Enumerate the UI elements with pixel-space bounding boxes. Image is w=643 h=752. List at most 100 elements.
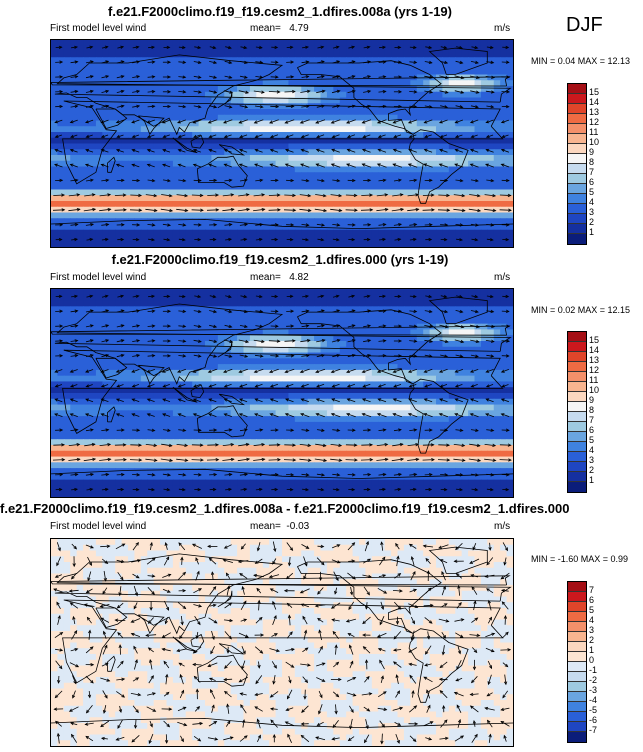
- panel-1-mean-label: mean=: [250, 23, 281, 34]
- colorbar-swatch: [568, 622, 586, 632]
- panel-3-title: f.e21.F2000climo.f19_f19.cesm2_1.dfires.…: [0, 501, 570, 516]
- colorbar-tick-label: 3: [589, 455, 595, 465]
- colorbar-swatch: [568, 662, 586, 672]
- panel-2-map: [50, 288, 514, 498]
- colorbar-tick-label: 10: [589, 137, 600, 147]
- panel-3-units: m/s: [494, 521, 511, 532]
- colorbar-swatch: [568, 712, 586, 722]
- colorbar-swatch: [568, 652, 586, 662]
- colorbar-tick-label: 6: [589, 595, 595, 605]
- colorbar-swatch: [568, 194, 586, 204]
- colorbar-swatch: [568, 362, 586, 372]
- colorbar-swatch: [568, 482, 586, 492]
- colorbar-swatch: [568, 692, 586, 702]
- colorbar-tick-label: -7: [589, 725, 598, 735]
- colorbar-swatch: [568, 84, 586, 94]
- colorbar-tick-label: 2: [589, 635, 595, 645]
- panel-2-units: m/s: [494, 272, 511, 283]
- colorbar-swatch: [568, 442, 586, 452]
- panel-2-colorbar: [567, 331, 587, 493]
- panel-2-minmax: MIN = 0.02 MAX = 12.15: [531, 305, 631, 315]
- colorbar-tick-label: 10: [589, 385, 600, 395]
- panel-3-variable: First model level wind: [50, 521, 147, 532]
- colorbar-swatch: [568, 452, 586, 462]
- colorbar-swatch: [568, 154, 586, 164]
- colorbar-swatch: [568, 682, 586, 692]
- colorbar-tick-label: 15: [589, 87, 600, 97]
- colorbar-tick-label: 13: [589, 355, 600, 365]
- colorbar-tick-label: -6: [589, 715, 598, 725]
- colorbar-swatch: [568, 642, 586, 652]
- panel-1-variable: First model level wind: [50, 23, 147, 34]
- colorbar-swatch: [568, 184, 586, 194]
- colorbar-tick-label: 13: [589, 107, 600, 117]
- colorbar-swatch: [568, 214, 586, 224]
- panel-1-map: [50, 39, 514, 248]
- colorbar-swatch: [568, 432, 586, 442]
- colorbar-tick-label: 5: [589, 605, 595, 615]
- colorbar-tick-label: 14: [589, 97, 600, 107]
- colorbar-swatch: [568, 204, 586, 214]
- colorbar-tick-label: 2: [589, 217, 595, 227]
- panel-3-map: [50, 538, 514, 747]
- panel-1-title: f.e21.F2000climo.f19_f19.cesm2_1.dfires.…: [108, 4, 452, 19]
- colorbar-tick-label: 6: [589, 425, 595, 435]
- colorbar-tick-label: 9: [589, 395, 595, 405]
- panel-3-colorbar: [567, 581, 587, 743]
- colorbar-swatch: [568, 602, 586, 612]
- panel-2-title: f.e21.F2000climo.f19_f19.cesm2_1.dfires.…: [111, 252, 449, 267]
- colorbar-swatch: [568, 224, 586, 234]
- colorbar-tick-label: -2: [589, 675, 598, 685]
- colorbar-swatch: [568, 422, 586, 432]
- colorbar-swatch: [568, 124, 586, 134]
- panel-1-units: m/s: [494, 23, 511, 34]
- colorbar-tick-label: 7: [589, 585, 595, 595]
- colorbar-tick-label: -1: [589, 665, 598, 675]
- colorbar-swatch: [568, 582, 586, 592]
- panel-2-mean-value: 4.82: [289, 272, 309, 283]
- colorbar-swatch: [568, 472, 586, 482]
- colorbar-tick-label: 8: [589, 157, 595, 167]
- colorbar-swatch: [568, 702, 586, 712]
- colorbar-tick-label: 8: [589, 405, 595, 415]
- panel-1-colorbar: [567, 83, 587, 245]
- colorbar-swatch: [568, 94, 586, 104]
- colorbar-swatch: [568, 144, 586, 154]
- colorbar-swatch: [568, 352, 586, 362]
- colorbar-swatch: [568, 632, 586, 642]
- colorbar-tick-label: 5: [589, 435, 595, 445]
- colorbar-tick-label: 6: [589, 177, 595, 187]
- colorbar-tick-label: 7: [589, 167, 595, 177]
- colorbar-tick-label: 0: [589, 655, 595, 665]
- panel-2-variable: First model level wind: [50, 272, 147, 283]
- colorbar-swatch: [568, 332, 586, 342]
- colorbar-swatch: [568, 134, 586, 144]
- colorbar-tick-label: -5: [589, 705, 598, 715]
- colorbar-swatch: [568, 174, 586, 184]
- panel-1-mean-value: 4.79: [289, 23, 309, 34]
- colorbar-tick-label: 12: [589, 117, 600, 127]
- colorbar-swatch: [568, 234, 586, 244]
- colorbar-tick-label: 5: [589, 187, 595, 197]
- colorbar-swatch: [568, 342, 586, 352]
- colorbar-tick-label: 3: [589, 625, 595, 635]
- colorbar-tick-label: 11: [589, 375, 599, 385]
- colorbar-swatch: [568, 392, 586, 402]
- colorbar-tick-label: 3: [589, 207, 595, 217]
- colorbar-swatch: [568, 722, 586, 732]
- colorbar-swatch: [568, 382, 586, 392]
- colorbar-tick-label: 4: [589, 615, 595, 625]
- colorbar-tick-label: 1: [589, 475, 595, 485]
- colorbar-tick-label: 11: [589, 127, 599, 137]
- panel-2-mean-label: mean=: [250, 272, 281, 283]
- panel-3-minmax: MIN = -1.60 MAX = 0.99: [531, 554, 629, 564]
- colorbar-tick-label: 1: [589, 645, 595, 655]
- colorbar-swatch: [568, 732, 586, 742]
- colorbar-swatch: [568, 164, 586, 174]
- colorbar-tick-label: 4: [589, 197, 595, 207]
- colorbar-swatch: [568, 372, 586, 382]
- panel-3-mean-label: mean=: [250, 521, 281, 532]
- colorbar-tick-label: 14: [589, 345, 600, 355]
- colorbar-swatch: [568, 592, 586, 602]
- colorbar-swatch: [568, 462, 586, 472]
